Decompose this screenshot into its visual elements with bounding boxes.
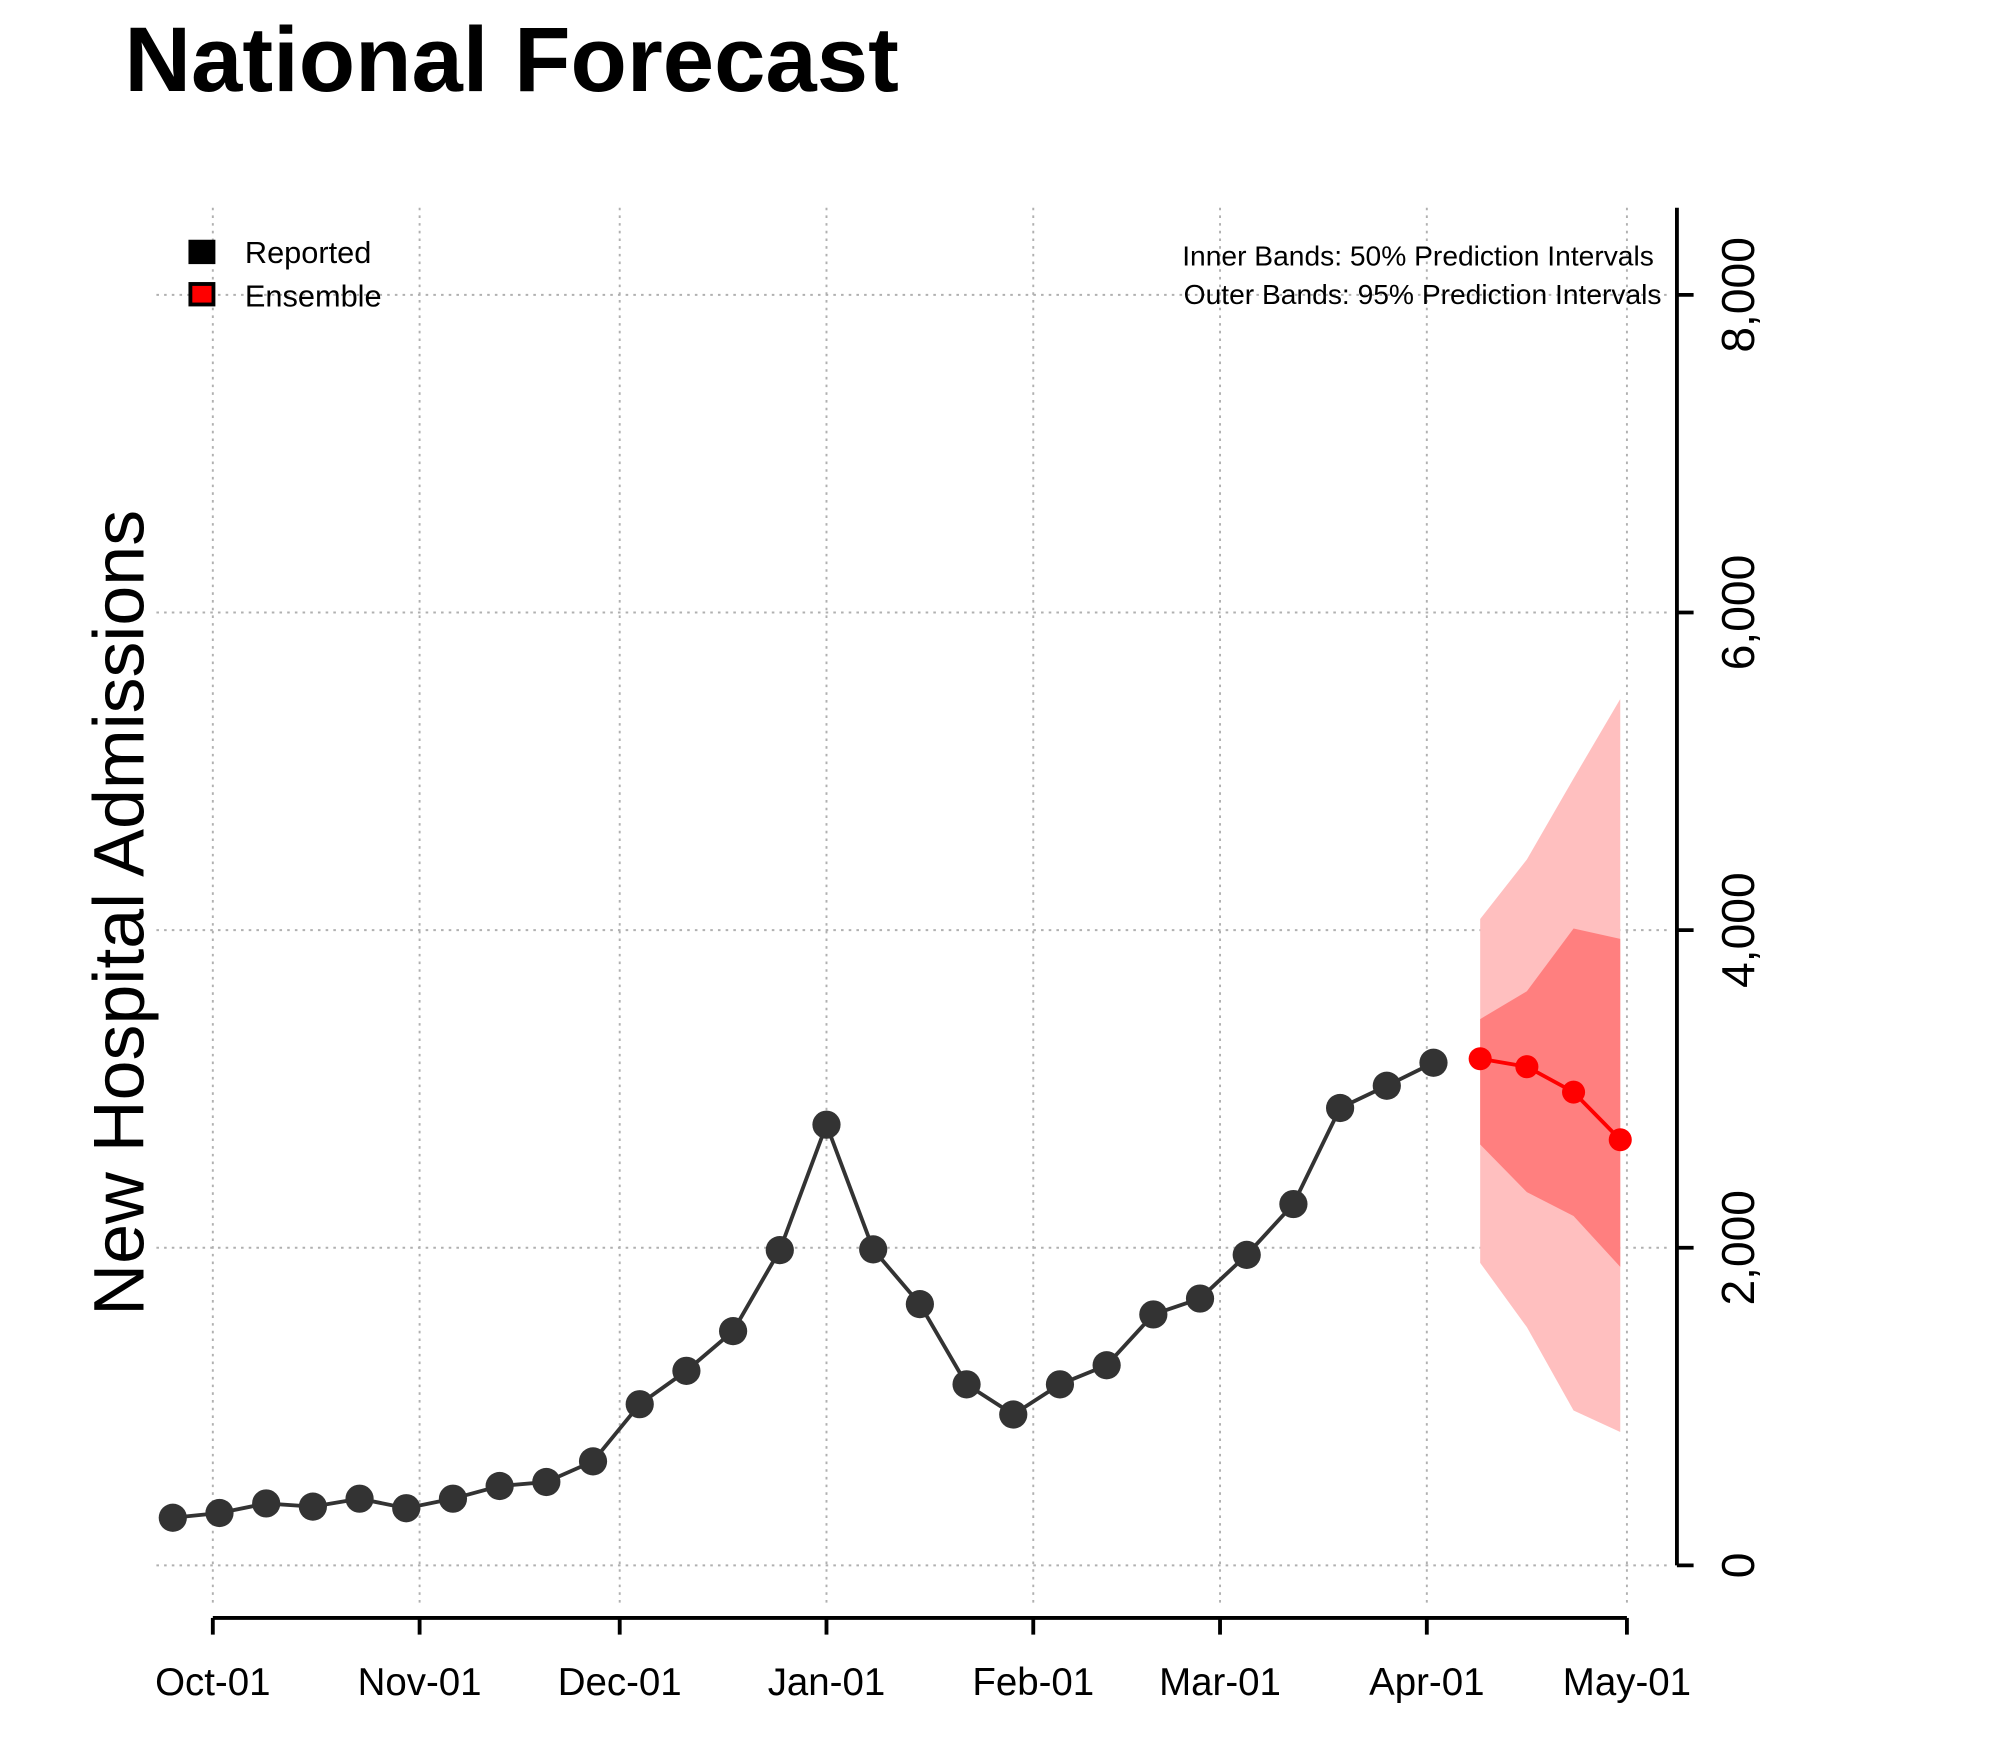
- legend-label-reported: Reported: [245, 235, 371, 270]
- series: [158, 1047, 1632, 1532]
- reported-point: [952, 1370, 981, 1399]
- reported-point: [1139, 1300, 1168, 1329]
- reported-point: [392, 1494, 421, 1523]
- reported-point: [438, 1484, 468, 1513]
- ensemble-point: [1515, 1055, 1539, 1079]
- reported-point: [1325, 1093, 1355, 1123]
- y-tick-label: 2,000: [1712, 1190, 1764, 1305]
- ensemble-point: [1608, 1128, 1632, 1152]
- reported-point: [1092, 1351, 1121, 1380]
- reported-point: [578, 1447, 608, 1476]
- x-tick-label: Feb-01: [972, 1661, 1094, 1704]
- reported-point: [252, 1489, 281, 1518]
- x-tick-label: Dec-01: [558, 1661, 682, 1704]
- reported-point: [298, 1492, 327, 1521]
- reported-point: [765, 1236, 794, 1265]
- x-tick-label: Oct-01: [155, 1661, 270, 1704]
- y-tick-label: 6,000: [1712, 555, 1764, 670]
- grid: [156, 207, 1667, 1603]
- reported-point: [672, 1356, 701, 1385]
- reported-point: [999, 1400, 1028, 1429]
- chart-title: National Forecast: [124, 7, 898, 111]
- legend: Reported Ensemble: [188, 235, 382, 313]
- y-tick-label: 0: [1712, 1553, 1764, 1579]
- prediction-bands: [1480, 699, 1621, 1432]
- reported-point: [1419, 1048, 1448, 1077]
- reported-point: [1232, 1240, 1261, 1270]
- x-tick-label: May-01: [1563, 1661, 1691, 1704]
- x-tick-label: Nov-01: [358, 1661, 482, 1704]
- reported-point: [905, 1290, 934, 1319]
- annotation-outer-bands: Outer Bands: 95% Prediction Intervals: [1184, 278, 1662, 310]
- ensemble-line: [1479, 1056, 1622, 1142]
- reported-point: [205, 1498, 234, 1528]
- x-tick-label: Jan-01: [768, 1661, 886, 1704]
- reported-point: [485, 1471, 514, 1501]
- reported-point: [345, 1484, 374, 1513]
- x-tick-label: Apr-01: [1369, 1661, 1484, 1704]
- y-tick-label: 4,000: [1712, 872, 1764, 987]
- y-axis-label: New Hospital Admissions: [80, 510, 160, 1316]
- ensemble-point: [1468, 1047, 1492, 1071]
- reported-point: [859, 1235, 888, 1264]
- reported-line: [172, 1061, 1435, 1520]
- ensemble-point: [1562, 1080, 1586, 1104]
- reported-point: [812, 1110, 841, 1139]
- annotation-inner-bands: Inner Bands: 50% Prediction Intervals: [1182, 239, 1654, 271]
- reported-point: [625, 1390, 654, 1419]
- legend-label-ensemble: Ensemble: [245, 278, 382, 313]
- reported-point: [1185, 1284, 1215, 1313]
- legend-swatch-reported: [188, 239, 216, 265]
- band-50-percent: [1480, 928, 1621, 1267]
- y-tick-label: 8,000: [1712, 237, 1764, 352]
- reported-point: [719, 1317, 748, 1346]
- reported-point: [1045, 1370, 1075, 1399]
- legend-swatch-ensemble: [188, 282, 216, 307]
- reported-point: [532, 1467, 561, 1497]
- x-tick-label: Mar-01: [1159, 1661, 1281, 1704]
- reported-point: [1372, 1071, 1401, 1100]
- reported-point: [1279, 1189, 1308, 1219]
- axes: Oct-01 Nov-01 Dec-01 Jan-01 Feb-01 Mar-01 Apr-…: [155, 207, 1764, 1704]
- reported-point: [158, 1503, 187, 1532]
